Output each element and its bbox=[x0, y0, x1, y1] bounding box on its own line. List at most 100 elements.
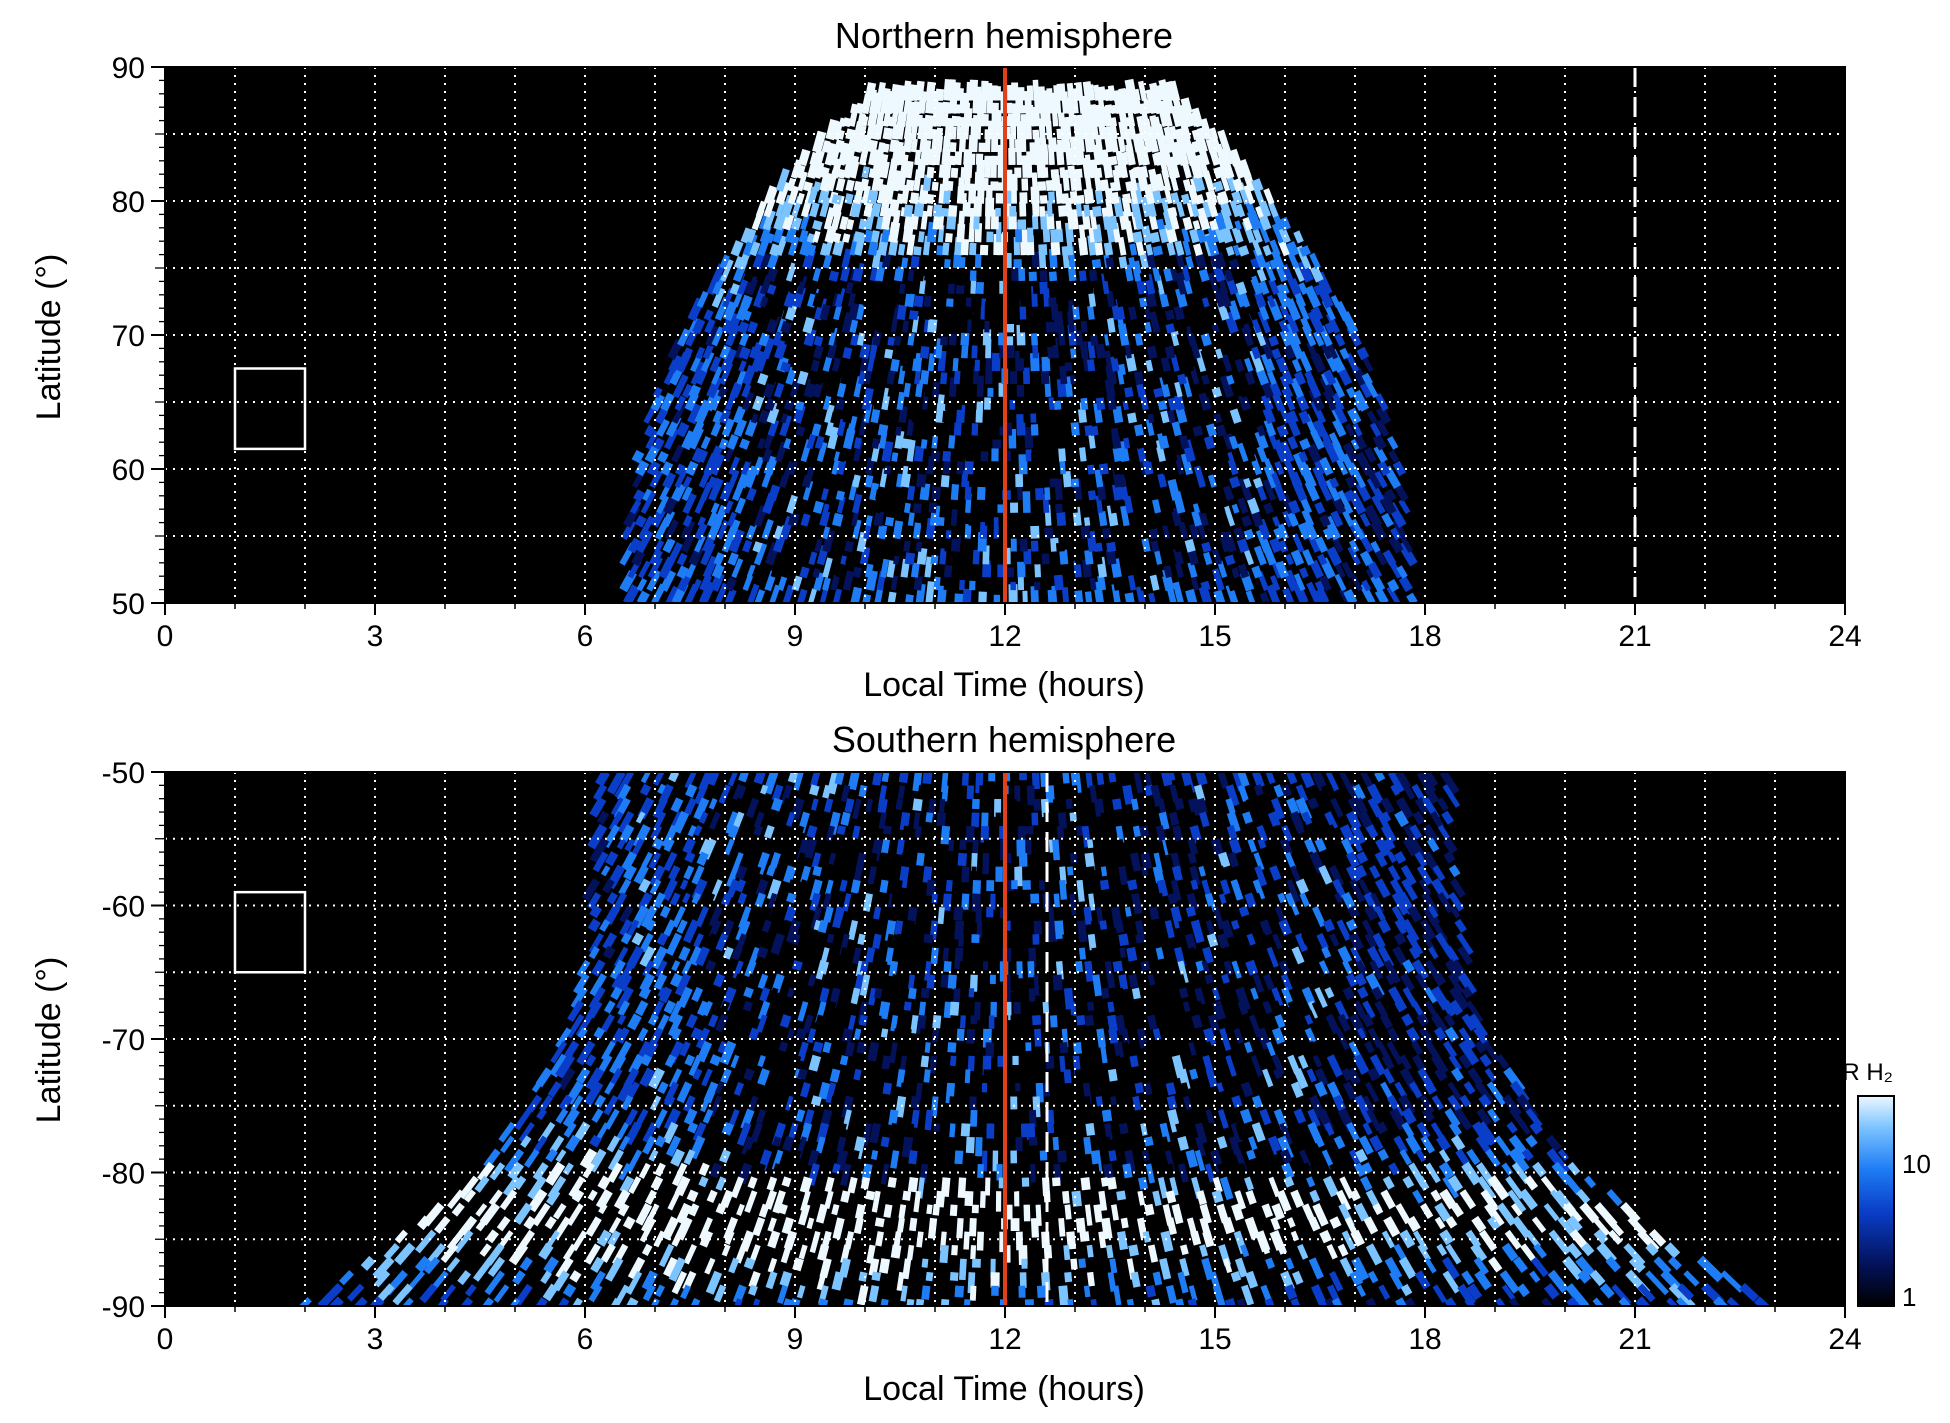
north-heat-streak bbox=[763, 232, 775, 244]
south-heat-streak bbox=[964, 1191, 974, 1207]
north-heat-streak bbox=[1146, 345, 1158, 360]
north-heat-streak bbox=[1247, 412, 1257, 424]
south-heat-streak bbox=[810, 798, 819, 811]
south-heat-streak bbox=[1261, 1095, 1272, 1109]
south-heat-streak bbox=[914, 893, 924, 910]
north-heat-streak bbox=[870, 123, 882, 140]
north-heat-streak bbox=[887, 591, 897, 603]
south-heat-streak bbox=[1304, 851, 1318, 867]
south-heat-streak bbox=[1506, 1121, 1518, 1134]
north-heat-streak bbox=[948, 321, 959, 333]
south-heat-streak bbox=[740, 933, 754, 955]
south-heat-streak bbox=[1034, 1028, 1042, 1047]
south-heat-streak bbox=[1077, 1028, 1086, 1048]
south-heat-streak bbox=[865, 1190, 876, 1201]
south-heat-streak bbox=[1155, 947, 1165, 960]
south-heat-streak bbox=[1286, 772, 1298, 785]
north-heat-streak bbox=[1147, 413, 1155, 424]
north-heat-streak bbox=[1190, 343, 1201, 360]
south-heat-streak bbox=[1677, 1283, 1695, 1301]
south-heat-streak bbox=[1046, 920, 1058, 943]
north-heat-streak bbox=[762, 448, 773, 463]
south-heat-streak bbox=[1045, 1028, 1055, 1039]
south-heat-streak bbox=[1217, 933, 1230, 949]
north-heat-streak bbox=[1230, 423, 1240, 437]
south-heat-streak bbox=[1052, 1177, 1061, 1187]
north-heat-streak bbox=[1151, 265, 1161, 282]
south-heat-streak bbox=[394, 1242, 416, 1266]
south-heat-streak bbox=[1577, 1269, 1592, 1284]
south-heat-streak bbox=[679, 1041, 691, 1057]
north-heat-streak bbox=[1086, 530, 1098, 553]
south-heat-streak bbox=[834, 974, 842, 985]
north-heat-streak bbox=[1157, 432, 1170, 450]
south-heat-streak bbox=[1304, 1027, 1317, 1044]
south-heat-streak bbox=[866, 1068, 874, 1080]
south-heat-streak bbox=[700, 1095, 712, 1113]
north-heat-streak bbox=[812, 219, 823, 231]
north-heat-streak bbox=[1051, 111, 1059, 127]
south-heat-streak bbox=[1052, 974, 1063, 991]
south-heat-streak bbox=[1372, 1203, 1384, 1216]
south-x-tick-label: 9 bbox=[787, 1323, 804, 1356]
south-heat-streak bbox=[1753, 1296, 1771, 1306]
south-heat-streak bbox=[894, 1095, 907, 1118]
north-heat-streak bbox=[1177, 373, 1187, 385]
south-heat-streak bbox=[1399, 1149, 1413, 1166]
south-heat-streak bbox=[970, 1245, 977, 1260]
north-heat-streak bbox=[671, 482, 687, 502]
north-heat-streak bbox=[776, 455, 790, 476]
south-heat-streak bbox=[1045, 960, 1056, 983]
south-heat-streak bbox=[896, 839, 905, 855]
south-heat-streak bbox=[733, 852, 744, 868]
south-heat-streak bbox=[1394, 1081, 1408, 1099]
south-heat-streak bbox=[902, 1190, 912, 1201]
south-heat-streak bbox=[1185, 1149, 1199, 1168]
south-heat-streak bbox=[783, 1298, 794, 1306]
south-heat-streak bbox=[1363, 891, 1381, 914]
south-heat-streak bbox=[555, 1108, 569, 1124]
south-heat-streak bbox=[1245, 1189, 1257, 1205]
south-heat-streak bbox=[818, 1081, 831, 1100]
north-heat-streak bbox=[1050, 303, 1059, 320]
south-heat-streak bbox=[1637, 1283, 1656, 1303]
south-heat-streak bbox=[770, 932, 785, 956]
north-heat-streak bbox=[1106, 317, 1116, 333]
north-heat-streak bbox=[1062, 297, 1069, 307]
south-heat-streak bbox=[957, 1177, 967, 1199]
north-heat-streak bbox=[1080, 397, 1089, 411]
south-heat-streak bbox=[360, 1255, 376, 1271]
south-heat-streak bbox=[618, 1135, 631, 1151]
south-heat-streak bbox=[925, 812, 934, 823]
south-heat-streak bbox=[1085, 1122, 1096, 1136]
north-heat-streak bbox=[1176, 201, 1185, 218]
south-heat-streak bbox=[1405, 1134, 1422, 1155]
north-heat-streak bbox=[750, 349, 765, 373]
north-heat-streak bbox=[819, 242, 829, 256]
north-heat-streak bbox=[708, 477, 724, 502]
north-heat-streak bbox=[1069, 136, 1080, 153]
north-heat-streak bbox=[1294, 371, 1306, 386]
south-heat-streak bbox=[1062, 772, 1070, 784]
south-heat-streak bbox=[1204, 973, 1215, 985]
south-heat-streak bbox=[1126, 865, 1135, 878]
south-heat-streak bbox=[1130, 852, 1142, 872]
north-heat-streak bbox=[782, 280, 792, 295]
north-heat-streak bbox=[963, 149, 973, 166]
south-heat-streak bbox=[1496, 1202, 1517, 1226]
north-heat-streak bbox=[1070, 542, 1077, 552]
north-heat-streak bbox=[699, 574, 713, 592]
south-heat-streak bbox=[595, 1189, 613, 1210]
north-heat-streak bbox=[1322, 527, 1333, 540]
north-heat-streak bbox=[1096, 86, 1107, 102]
north-heat-streak bbox=[958, 177, 965, 191]
south-heat-streak bbox=[756, 1041, 767, 1055]
north-heat-streak bbox=[916, 547, 928, 565]
north-heat-streak bbox=[1382, 549, 1397, 567]
south-heat-streak bbox=[965, 825, 975, 843]
north-heat-streak bbox=[986, 491, 992, 513]
south-heat-streak bbox=[898, 1204, 907, 1219]
south-heat-streak bbox=[1070, 934, 1076, 944]
north-heat-streak bbox=[813, 253, 824, 269]
north-heat-streak bbox=[763, 185, 779, 206]
